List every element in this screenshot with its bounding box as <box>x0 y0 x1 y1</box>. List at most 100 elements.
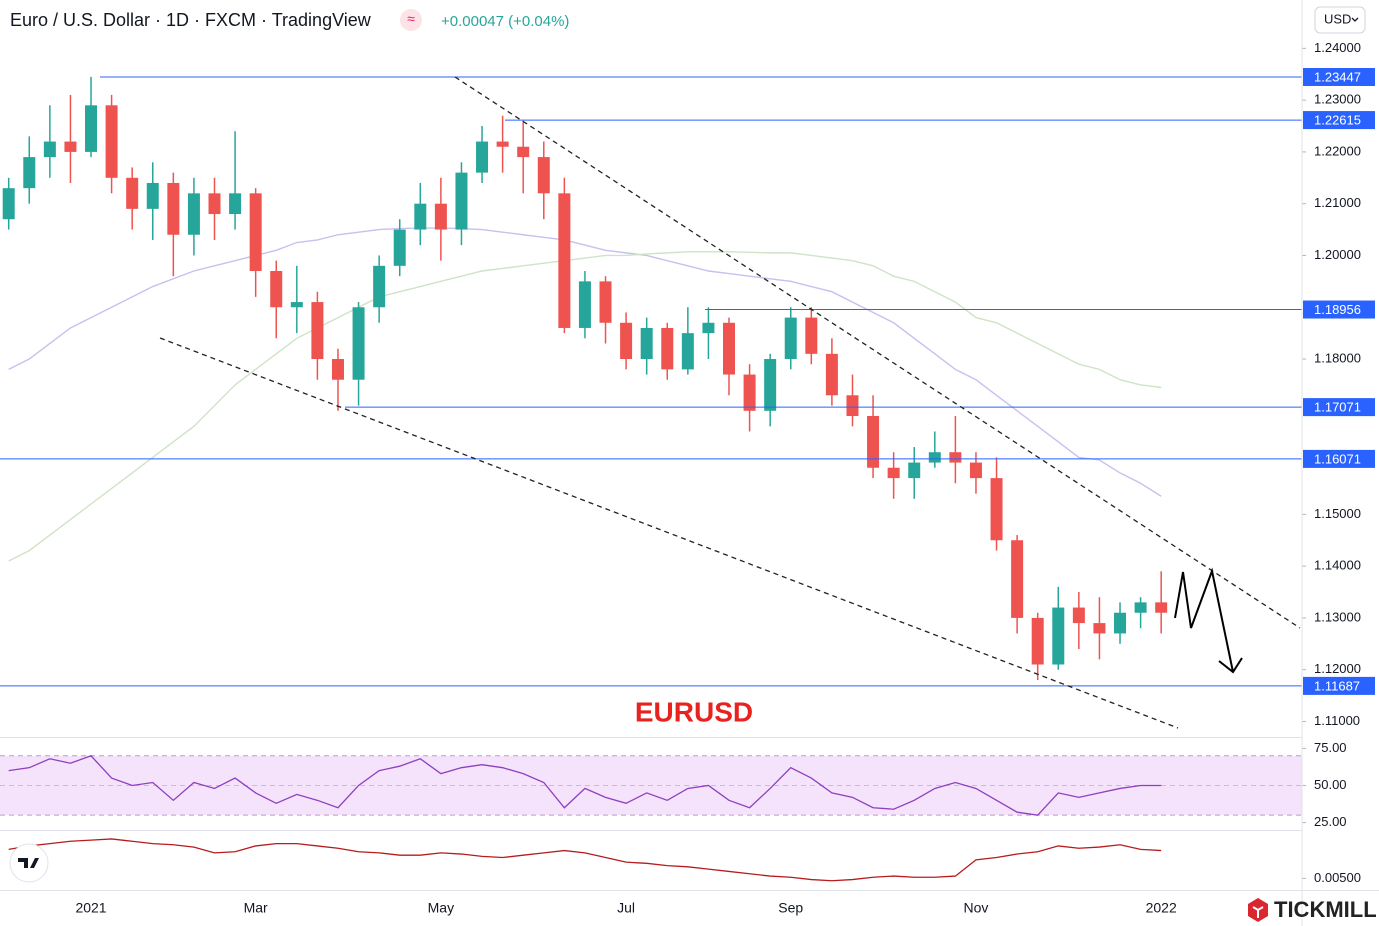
candle-body <box>517 146 530 158</box>
candle-body <box>969 462 982 479</box>
currency-button[interactable] <box>1314 6 1366 34</box>
chevron <box>1351 17 1359 22</box>
candle-body <box>661 327 674 370</box>
x-tick-label: Nov <box>964 900 989 916</box>
candle-body <box>373 265 386 308</box>
candle-body <box>393 229 406 266</box>
compare-icon[interactable]: ≈ <box>407 11 415 27</box>
candle-body <box>43 141 56 158</box>
candle-body <box>846 395 859 416</box>
candle-body <box>105 105 118 178</box>
candle-body <box>311 302 324 360</box>
candle-body <box>764 359 777 411</box>
candle-body <box>290 302 303 308</box>
moving-average <box>8 251 1162 562</box>
candle-body <box>867 415 880 468</box>
y-tick-label: 75.00 <box>1314 740 1347 755</box>
candle-body <box>476 141 489 173</box>
candle-body <box>187 193 200 235</box>
y-tick-label: 1.13000 <box>1314 609 1361 624</box>
y-tick-label: 1.23000 <box>1314 92 1361 107</box>
y-tick-label: 1.24000 <box>1314 40 1361 55</box>
candle-body <box>85 105 98 152</box>
projection-arrow <box>1174 567 1243 674</box>
candle-body <box>599 281 612 323</box>
x-tick-label: May <box>428 900 454 916</box>
trend-line <box>454 76 1301 629</box>
y-tick-label: 1.15000 <box>1314 506 1361 521</box>
candle-body <box>270 271 283 308</box>
candle-body <box>1031 617 1044 665</box>
level-label: 1.23447 <box>1314 69 1361 84</box>
plot-layer: 1.24000 1.23000 1.22000 1.21000 1.20000 1.180… <box>0 40 1361 885</box>
level-label-bg <box>1303 67 1375 86</box>
candle-body <box>64 141 77 152</box>
candle-body <box>1134 602 1147 613</box>
candle-body <box>723 322 735 375</box>
candle-body <box>887 467 900 479</box>
indicator-line <box>8 755 1162 816</box>
level-label-bg <box>1303 398 1375 417</box>
y-tick-label: 1.21000 <box>1314 195 1361 210</box>
candle-body <box>784 317 797 360</box>
x-tick-label: 2022 <box>1146 900 1177 916</box>
y-tick-label: 1.11000 <box>1314 713 1360 728</box>
candle-body <box>146 182 159 209</box>
currency-label[interactable]: USD <box>1324 11 1351 26</box>
trend-line <box>159 337 1179 729</box>
candle-body <box>229 193 242 215</box>
tv-logo[interactable] <box>9 843 49 883</box>
y-tick-label: 1.14000 <box>1314 558 1361 573</box>
candle-body <box>640 327 653 360</box>
candle-body <box>1155 602 1168 613</box>
candle-body <box>681 333 694 370</box>
candle-body <box>455 172 468 230</box>
level-label: 1.22615 <box>1314 113 1361 128</box>
candle-body <box>208 193 221 215</box>
candle-body <box>2 188 15 220</box>
indicator-line <box>8 838 1162 882</box>
tv-logo-mark <box>18 858 39 868</box>
candle-body <box>352 307 365 380</box>
x-tick-label: Mar <box>244 900 268 916</box>
level-label-bg <box>1303 300 1375 319</box>
y-tick-label: 1.22000 <box>1314 143 1361 158</box>
x-tick-label: 2021 <box>75 900 106 916</box>
y-tick-label: 25.00 <box>1314 814 1347 829</box>
level-label: 1.11687 <box>1314 678 1360 693</box>
candle-body <box>249 193 262 271</box>
level-label: 1.16071 <box>1314 451 1361 466</box>
compare-icon-bg[interactable] <box>400 9 422 31</box>
symbol-title: Euro / U.S. Dollar · 1D · FXCM · Trading… <box>10 10 372 30</box>
y-tick-label: 1.12000 <box>1314 661 1361 676</box>
brand-name: TICKMILL <box>1274 897 1377 922</box>
candle-body <box>825 353 838 396</box>
candle-body <box>1093 623 1106 634</box>
y-tick-label: 1.18000 <box>1314 350 1361 365</box>
level-label-bg <box>1303 676 1375 695</box>
candle-body <box>1011 540 1024 618</box>
candle-body <box>126 177 139 209</box>
y-tick-label: 50.00 <box>1314 777 1347 792</box>
candle-body <box>908 462 921 479</box>
candle-body <box>167 182 180 235</box>
candle-body <box>434 203 447 230</box>
candle-body <box>496 141 509 147</box>
candle-body <box>1052 607 1065 665</box>
candle-body <box>414 203 427 230</box>
level-label: 1.17071 <box>1314 400 1361 415</box>
candle-body <box>1114 612 1127 634</box>
candle-body <box>949 452 962 463</box>
y-tick-label: 1.20000 <box>1314 247 1361 262</box>
candle-body <box>23 157 36 189</box>
annotation: EURUSD <box>635 696 753 727</box>
candle-body <box>578 281 591 328</box>
candle-body <box>331 359 344 380</box>
price-change: +0.00047 (+0.04%) <box>441 13 569 30</box>
candle-body <box>805 317 818 354</box>
x-tick-label: Jul <box>617 900 635 916</box>
candle-body <box>702 322 715 334</box>
level-label-bg <box>1303 111 1375 130</box>
